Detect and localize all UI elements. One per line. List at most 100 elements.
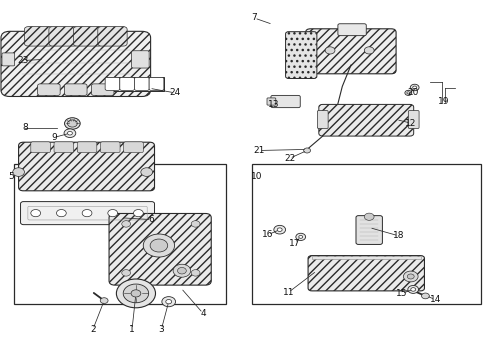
Circle shape xyxy=(31,210,41,217)
Circle shape xyxy=(122,270,130,276)
Circle shape xyxy=(57,210,66,217)
Text: 16: 16 xyxy=(262,230,273,239)
Circle shape xyxy=(364,47,373,54)
Circle shape xyxy=(64,118,80,129)
FancyBboxPatch shape xyxy=(131,51,149,68)
Circle shape xyxy=(412,86,416,89)
Circle shape xyxy=(409,84,418,91)
Text: 5: 5 xyxy=(8,172,14,181)
Circle shape xyxy=(364,213,373,220)
Text: 9: 9 xyxy=(51,133,57,142)
FancyBboxPatch shape xyxy=(318,104,413,136)
Circle shape xyxy=(165,300,171,304)
Text: 14: 14 xyxy=(428,295,440,304)
FancyBboxPatch shape xyxy=(101,142,120,153)
FancyBboxPatch shape xyxy=(54,142,73,153)
FancyBboxPatch shape xyxy=(77,142,97,153)
Circle shape xyxy=(298,235,302,238)
Circle shape xyxy=(177,267,186,274)
Circle shape xyxy=(273,225,285,234)
Circle shape xyxy=(123,284,148,303)
Bar xyxy=(105,77,163,91)
Circle shape xyxy=(162,297,175,307)
Circle shape xyxy=(13,168,24,176)
Text: 3: 3 xyxy=(158,325,164,334)
Circle shape xyxy=(64,129,76,138)
Circle shape xyxy=(67,120,77,127)
FancyBboxPatch shape xyxy=(270,95,300,108)
Circle shape xyxy=(191,270,200,276)
FancyBboxPatch shape xyxy=(105,77,120,90)
FancyBboxPatch shape xyxy=(307,256,424,291)
Circle shape xyxy=(173,264,190,277)
Circle shape xyxy=(325,47,334,54)
Bar xyxy=(251,164,480,304)
Text: 2: 2 xyxy=(90,325,96,334)
FancyBboxPatch shape xyxy=(149,77,163,90)
Text: 18: 18 xyxy=(392,231,404,240)
FancyBboxPatch shape xyxy=(19,142,154,191)
Text: 24: 24 xyxy=(169,88,181,97)
Text: 7: 7 xyxy=(251,13,257,22)
Text: 12: 12 xyxy=(404,118,416,127)
Text: 19: 19 xyxy=(437,97,449,106)
FancyBboxPatch shape xyxy=(2,53,15,66)
FancyBboxPatch shape xyxy=(73,27,102,46)
Text: 4: 4 xyxy=(200,309,205,318)
Circle shape xyxy=(403,271,417,282)
Circle shape xyxy=(407,285,418,293)
Circle shape xyxy=(406,92,409,94)
Circle shape xyxy=(100,298,108,303)
FancyBboxPatch shape xyxy=(38,84,60,95)
Text: 8: 8 xyxy=(22,123,28,132)
Text: 17: 17 xyxy=(288,238,300,248)
FancyBboxPatch shape xyxy=(285,32,316,78)
FancyBboxPatch shape xyxy=(64,84,87,95)
Circle shape xyxy=(295,233,305,240)
Text: 6: 6 xyxy=(148,215,154,224)
FancyBboxPatch shape xyxy=(1,31,150,96)
Circle shape xyxy=(421,293,428,299)
FancyBboxPatch shape xyxy=(20,202,154,225)
FancyBboxPatch shape xyxy=(134,77,149,90)
Text: 21: 21 xyxy=(253,146,264,155)
FancyBboxPatch shape xyxy=(91,84,114,95)
FancyBboxPatch shape xyxy=(355,216,382,244)
Text: 23: 23 xyxy=(18,56,29,65)
Text: 10: 10 xyxy=(250,172,262,181)
Circle shape xyxy=(131,290,141,297)
Circle shape xyxy=(407,274,413,279)
Circle shape xyxy=(150,239,167,252)
Text: 15: 15 xyxy=(395,289,407,298)
FancyBboxPatch shape xyxy=(31,142,50,153)
Circle shape xyxy=(82,210,92,217)
Text: 13: 13 xyxy=(267,100,279,109)
Circle shape xyxy=(277,228,282,231)
Circle shape xyxy=(141,168,152,176)
FancyBboxPatch shape xyxy=(407,111,418,129)
FancyBboxPatch shape xyxy=(317,111,327,129)
Circle shape xyxy=(116,279,155,308)
FancyBboxPatch shape xyxy=(24,27,54,46)
FancyBboxPatch shape xyxy=(98,27,127,46)
FancyBboxPatch shape xyxy=(123,142,143,153)
Text: 1: 1 xyxy=(129,325,135,334)
FancyBboxPatch shape xyxy=(109,213,211,285)
Bar xyxy=(311,256,420,259)
Circle shape xyxy=(122,221,130,227)
Circle shape xyxy=(67,131,72,135)
Circle shape xyxy=(303,148,310,153)
Text: 22: 22 xyxy=(283,154,295,163)
FancyBboxPatch shape xyxy=(266,98,275,105)
FancyBboxPatch shape xyxy=(49,27,78,46)
FancyBboxPatch shape xyxy=(305,29,395,74)
Circle shape xyxy=(143,234,174,257)
FancyBboxPatch shape xyxy=(337,24,366,36)
Circle shape xyxy=(404,90,411,95)
Circle shape xyxy=(107,210,117,217)
Text: 20: 20 xyxy=(407,88,418,97)
FancyBboxPatch shape xyxy=(120,77,134,90)
Bar xyxy=(14,164,226,304)
Circle shape xyxy=(191,221,200,227)
Circle shape xyxy=(133,210,143,217)
